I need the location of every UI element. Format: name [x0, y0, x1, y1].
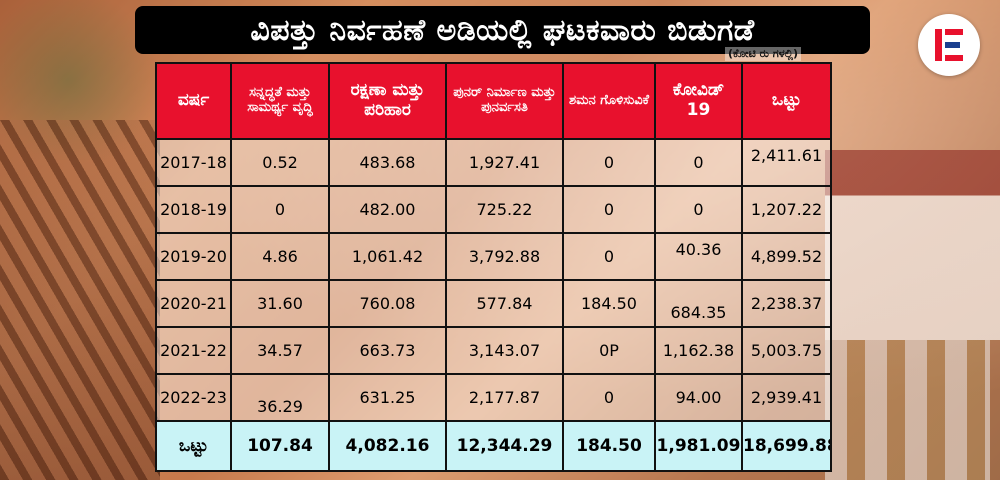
- table-cell: 184.50: [562, 279, 656, 328]
- table-cell: 1,061.42: [328, 232, 447, 281]
- year-cell: 2020-21: [155, 279, 232, 328]
- table-cell: 4,899.52: [741, 232, 832, 281]
- table-cell: 1,162.38: [654, 326, 743, 375]
- table-cell: 0: [654, 138, 743, 187]
- header-rescue-relief: ರಕ್ಷಣಾ ಮತ್ತು ಪರಿಹಾರ: [328, 62, 447, 140]
- table-cell: 2,939.41: [741, 373, 832, 422]
- background-people: [825, 340, 990, 480]
- year-cell: 2017-18: [155, 138, 232, 187]
- background-house: [825, 150, 1000, 340]
- header-reconstruction: ಪುನರ್ ನಿರ್ಮಾಣ ಮತ್ತು ಪುನರ್ವಸತಿ: [445, 62, 564, 140]
- unit-subtitle: (ಕೋಟಿ ರು ಗಳಲ್ಲಿ): [725, 47, 802, 61]
- table-cell: 482.00: [328, 185, 447, 234]
- header-preparedness: ಸನ್ನದ್ಧತೆ ಮತ್ತು ಸಾಮರ್ಥ್ಯ ವೃದ್ಧಿ: [230, 62, 330, 140]
- table-total-row: ಒಟ್ಟು 107.84 4,082.16 12,344.29 184.50 1…: [155, 420, 832, 472]
- total-cell: 1,981.09: [654, 420, 743, 472]
- table-cell: 3,792.88: [445, 232, 564, 281]
- total-cell: 4,082.16: [328, 420, 447, 472]
- table-cell: 577.84: [445, 279, 564, 328]
- table-cell: 0: [562, 185, 656, 234]
- table-cell: 0: [562, 138, 656, 187]
- table-cell: 0: [230, 185, 330, 234]
- table-cell: 4.86: [230, 232, 330, 281]
- release-table: ವರ್ಷ ಸನ್ನದ್ಧತೆ ಮತ್ತು ಸಾಮರ್ಥ್ಯ ವೃದ್ಧಿ ರಕ್…: [155, 62, 832, 472]
- table-cell: 2,411.61: [741, 138, 832, 187]
- table-row: 2021-22 34.57 663.73 3,143.07 0P 1,162.3…: [155, 326, 832, 375]
- table-cell: 1,207.22: [741, 185, 832, 234]
- table-cell: 1,927.41: [445, 138, 564, 187]
- table-cell: 684.35: [654, 279, 743, 328]
- background-debris: [0, 120, 160, 480]
- total-cell: 107.84: [230, 420, 330, 472]
- table-cell: 0: [562, 232, 656, 281]
- table-cell: 40.36: [654, 232, 743, 281]
- table-row: 2020-21 31.60 760.08 577.84 184.50 684.3…: [155, 279, 832, 328]
- grand-total-cell: 18,699.88: [741, 420, 832, 472]
- table-row: 2019-20 4.86 1,061.42 3,792.88 0 40.36 4…: [155, 232, 832, 281]
- year-cell: 2022-23: [155, 373, 232, 422]
- table-cell: 760.08: [328, 279, 447, 328]
- table-cell: 0P: [562, 326, 656, 375]
- total-cell: 184.50: [562, 420, 656, 472]
- table-cell: 31.60: [230, 279, 330, 328]
- table-cell: 5,003.75: [741, 326, 832, 375]
- table-cell: 36.29: [230, 373, 330, 422]
- table-cell: 2,177.87: [445, 373, 564, 422]
- table-row: 2018-19 0 482.00 725.22 0 0 1,207.22: [155, 185, 832, 234]
- table-cell: 0: [654, 185, 743, 234]
- table-row: 2022-23 36.29 631.25 2,177.87 0 94.00 2,…: [155, 373, 832, 422]
- table-cell: 0: [562, 373, 656, 422]
- table-cell: 2,238.37: [741, 279, 832, 328]
- brand-logo: [918, 14, 980, 76]
- page-title: ವಿಪತ್ತು ನಿರ್ವಹಣೆ ಅಡಿಯಲ್ಲಿ ಘಟಕವಾರು ಬಿಡುಗಡ…: [250, 12, 755, 48]
- title-banner: ವಿಪತ್ತು ನಿರ್ವಹಣೆ ಅಡಿಯಲ್ಲಿ ಘಟಕವಾರು ಬಿಡುಗಡ…: [135, 6, 870, 54]
- table-header-row: ವರ್ಷ ಸನ್ನದ್ಧತೆ ಮತ್ತು ಸಾಮರ್ಥ್ಯ ವೃದ್ಧಿ ರಕ್…: [155, 62, 832, 140]
- brand-e-logo-icon: [935, 29, 963, 61]
- header-mitigation: ಶಮನ ಗೊಳಿಸುವಿಕೆ: [562, 62, 656, 140]
- table-cell: 0.52: [230, 138, 330, 187]
- year-cell: 2018-19: [155, 185, 232, 234]
- total-label: ಒಟ್ಟು: [155, 420, 232, 472]
- table-row: 2017-18 0.52 483.68 1,927.41 0 0 2,411.6…: [155, 138, 832, 187]
- total-cell: 12,344.29: [445, 420, 564, 472]
- year-cell: 2021-22: [155, 326, 232, 375]
- table-cell: 631.25: [328, 373, 447, 422]
- table-cell: 483.68: [328, 138, 447, 187]
- header-year: ವರ್ಷ: [155, 62, 232, 140]
- table-cell: 725.22: [445, 185, 564, 234]
- header-total: ಒಟ್ಟು: [741, 62, 832, 140]
- table-cell: 94.00: [654, 373, 743, 422]
- table-cell: 3,143.07: [445, 326, 564, 375]
- table-cell: 34.57: [230, 326, 330, 375]
- header-covid: ಕೋವಿಡ್ 19: [654, 62, 743, 140]
- year-cell: 2019-20: [155, 232, 232, 281]
- table-cell: 663.73: [328, 326, 447, 375]
